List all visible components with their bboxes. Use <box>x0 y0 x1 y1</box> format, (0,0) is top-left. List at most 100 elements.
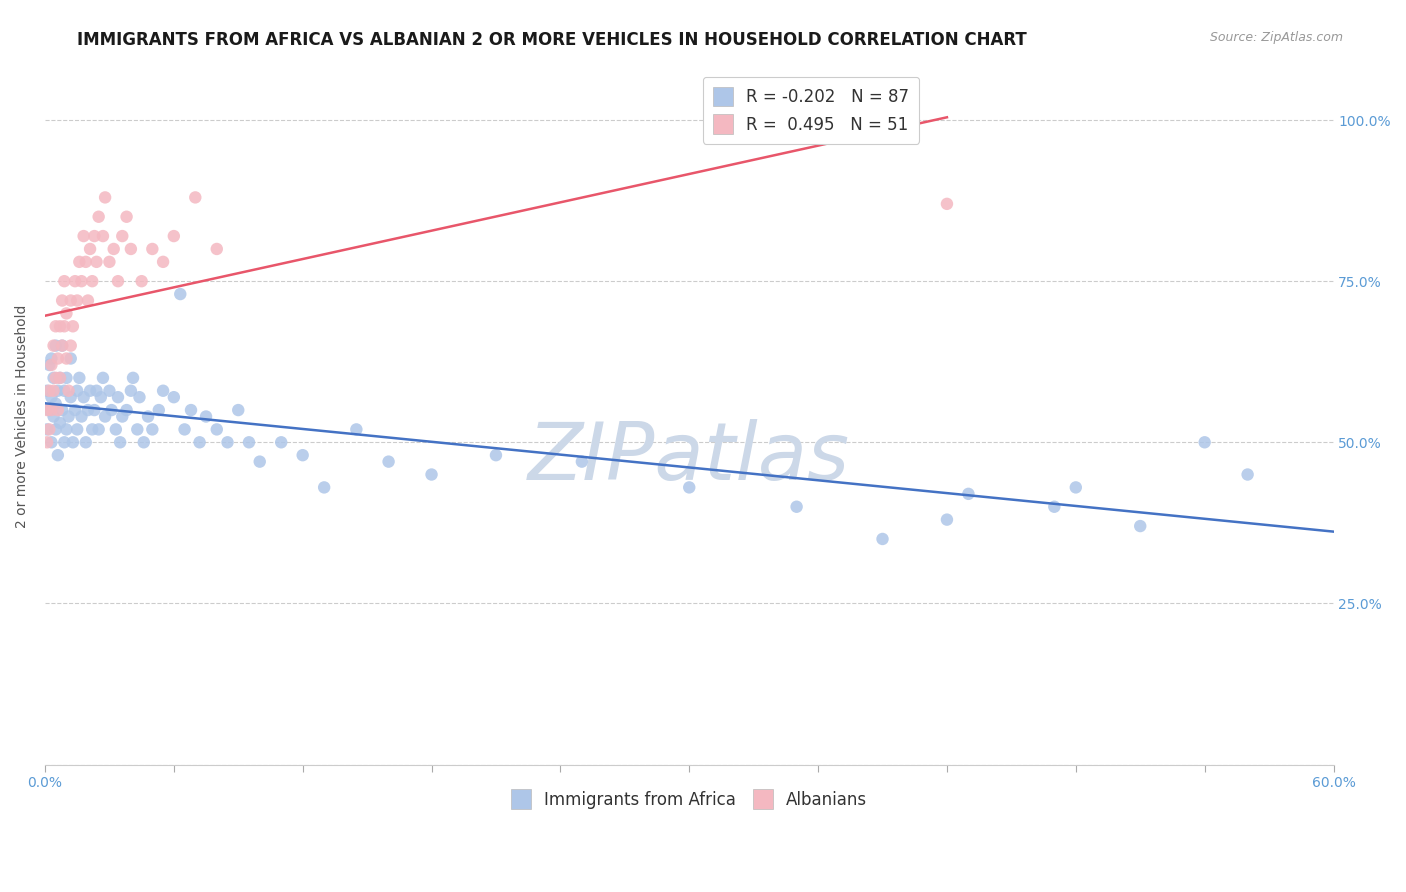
Point <box>46 403 69 417</box>
Point <box>72 229 94 244</box>
Point <box>226 403 249 417</box>
Point <box>70 409 93 424</box>
Point <box>45 396 67 410</box>
Point <box>38 403 60 417</box>
Point <box>152 384 174 398</box>
Point <box>936 197 959 211</box>
Point <box>42 409 65 424</box>
Point <box>62 319 84 334</box>
Point <box>53 274 76 288</box>
Point <box>58 409 80 424</box>
Point <box>1236 467 1258 482</box>
Point <box>872 532 894 546</box>
Point <box>75 435 97 450</box>
Point <box>67 371 90 385</box>
Point <box>115 210 138 224</box>
Point <box>94 190 117 204</box>
Point <box>49 371 72 385</box>
Point <box>55 306 77 320</box>
Point <box>141 242 163 256</box>
Point <box>1064 480 1087 494</box>
Point <box>128 390 150 404</box>
Text: Source: ZipAtlas.com: Source: ZipAtlas.com <box>1209 31 1343 45</box>
Point <box>957 487 980 501</box>
Point <box>37 403 59 417</box>
Point <box>45 338 67 352</box>
Point <box>41 351 63 366</box>
Point <box>420 467 443 482</box>
Point <box>79 384 101 398</box>
Point <box>91 229 114 244</box>
Point <box>173 422 195 436</box>
Text: IMMIGRANTS FROM AFRICA VS ALBANIAN 2 OR MORE VEHICLES IN HOUSEHOLD CORRELATION C: IMMIGRANTS FROM AFRICA VS ALBANIAN 2 OR … <box>77 31 1026 49</box>
Point <box>238 435 260 450</box>
Point <box>66 422 89 436</box>
Point <box>42 371 65 385</box>
Point <box>107 274 129 288</box>
Point <box>59 390 82 404</box>
Point <box>86 384 108 398</box>
Point <box>249 455 271 469</box>
Point <box>87 210 110 224</box>
Point <box>49 416 72 430</box>
Point <box>42 338 65 352</box>
Y-axis label: 2 or more Vehicles in Household: 2 or more Vehicles in Household <box>15 305 30 528</box>
Point <box>195 409 218 424</box>
Text: ZIPatlas: ZIPatlas <box>529 419 851 497</box>
Point <box>115 403 138 417</box>
Point <box>42 384 65 398</box>
Point <box>98 255 121 269</box>
Point <box>55 351 77 366</box>
Point <box>49 371 72 385</box>
Point <box>678 480 700 494</box>
Point <box>270 435 292 450</box>
Point <box>55 371 77 385</box>
Point <box>571 455 593 469</box>
Point <box>70 274 93 288</box>
Point <box>148 403 170 417</box>
Point <box>53 384 76 398</box>
Point <box>55 422 77 436</box>
Point <box>46 351 69 366</box>
Point <box>786 500 808 514</box>
Point <box>41 390 63 404</box>
Point <box>141 422 163 436</box>
Point <box>205 242 228 256</box>
Point <box>72 390 94 404</box>
Point <box>90 390 112 404</box>
Point <box>67 255 90 269</box>
Point <box>120 384 142 398</box>
Point <box>936 513 959 527</box>
Point <box>132 435 155 450</box>
Point <box>41 358 63 372</box>
Point <box>45 319 67 334</box>
Point <box>314 480 336 494</box>
Point <box>1043 500 1066 514</box>
Point <box>63 274 86 288</box>
Point <box>46 384 69 398</box>
Point <box>169 287 191 301</box>
Point <box>37 384 59 398</box>
Point <box>1129 519 1152 533</box>
Point <box>111 229 134 244</box>
Point <box>77 403 100 417</box>
Point <box>62 435 84 450</box>
Point <box>49 319 72 334</box>
Point <box>77 293 100 308</box>
Point <box>122 371 145 385</box>
Point <box>38 422 60 436</box>
Point <box>98 384 121 398</box>
Point <box>180 403 202 417</box>
Point <box>184 190 207 204</box>
Point <box>58 384 80 398</box>
Point <box>131 274 153 288</box>
Point <box>100 403 122 417</box>
Point <box>59 293 82 308</box>
Point <box>111 409 134 424</box>
Point <box>75 255 97 269</box>
Point <box>51 338 73 352</box>
Point <box>107 390 129 404</box>
Point <box>103 242 125 256</box>
Point <box>87 422 110 436</box>
Point <box>120 242 142 256</box>
